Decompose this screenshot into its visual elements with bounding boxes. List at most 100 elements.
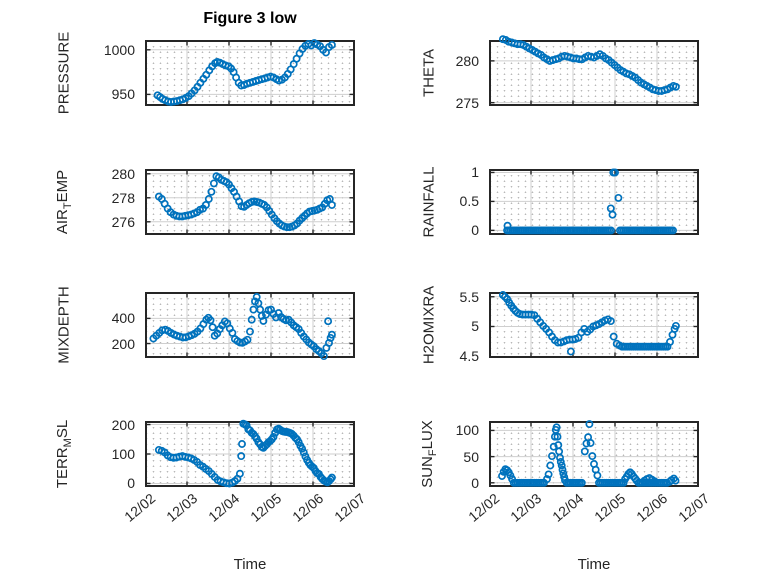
- data-marker: [208, 323, 217, 332]
- plot-canvas: [145, 39, 355, 106]
- xtick-label: 12/07: [331, 490, 369, 525]
- data-marker: [671, 82, 680, 91]
- data-marker: [249, 305, 258, 314]
- data-marker: [243, 335, 252, 344]
- plot-canvas: [489, 168, 699, 235]
- ytick-label-theta: 280: [455, 52, 479, 69]
- y-axis-label-rainfall: RAINFALL: [421, 167, 438, 238]
- y-axis-label-subscript: T: [62, 202, 74, 210]
- plot-canvas: [145, 169, 355, 235]
- y-axis-label-theta: THETA: [421, 49, 438, 97]
- subplot-rainfall: [489, 168, 699, 235]
- y-axis-label-air-temp: AIRTEMP: [54, 170, 74, 234]
- data-marker: [556, 457, 565, 466]
- y-axis-label-terr-msl: TERRMSL: [54, 420, 74, 488]
- y-axis-label-subscript: F: [427, 449, 439, 457]
- x-axis-label-right: Time: [577, 556, 611, 573]
- y-axis-label-text: SL: [54, 419, 71, 439]
- axis-box: [145, 40, 355, 106]
- ytick-label-h2omixra: 5: [471, 318, 479, 335]
- data-marker: [557, 461, 566, 470]
- axis-box: [489, 292, 699, 358]
- ytick-label-air-temp: 280: [111, 165, 135, 182]
- xtick-label: 12/06: [633, 490, 671, 525]
- subplot-sun-flux: [489, 420, 699, 487]
- y-axis-label-text: H2OMIXRA: [420, 285, 438, 365]
- y-axis-label-h2omixra: H2OMIXRA: [421, 286, 438, 364]
- xtick-label: 12/03: [163, 490, 201, 525]
- ytick-label-air-temp: 278: [111, 189, 135, 206]
- ytick-label-h2omixra: 5.5: [459, 288, 479, 305]
- data-marker: [619, 478, 628, 487]
- data-marker: [586, 439, 595, 447]
- data-marker: [540, 478, 548, 487]
- data-marker: [588, 452, 597, 461]
- axis-box: [489, 421, 699, 487]
- ytick-label-rainfall: 0.5: [459, 193, 479, 210]
- data-marker: [566, 347, 575, 356]
- axis-box: [489, 169, 699, 235]
- xtick-label: 12/04: [549, 490, 587, 525]
- xtick-label: 12/03: [507, 490, 545, 525]
- minor-grid-dots: [491, 171, 697, 233]
- data-marker: [546, 461, 555, 470]
- xtick-label: 12/02: [121, 490, 159, 525]
- data-marker: [324, 317, 333, 326]
- data-marker: [558, 465, 567, 474]
- data-marker: [662, 478, 671, 487]
- data-marker: [553, 432, 562, 441]
- subplot-air-temp: [145, 169, 355, 235]
- xtick-label: 12/07: [675, 490, 713, 525]
- subplot-mixdepth: [145, 292, 355, 361]
- data-marker: [235, 469, 244, 478]
- ytick-label-pressure: 950: [111, 86, 135, 103]
- ytick-label-pressure: 1000: [103, 41, 135, 58]
- data-marker: [206, 316, 215, 325]
- ytick-label-sun-flux: 100: [455, 422, 479, 439]
- data-marker: [671, 476, 680, 485]
- y-axis-label-text: TERR: [54, 447, 71, 489]
- xtick-label: 12/02: [465, 490, 503, 525]
- data-marker: [555, 447, 564, 456]
- figure-title: Figure 3 low: [203, 10, 297, 27]
- ytick-label-theta: 275: [455, 94, 479, 111]
- data-marker: [259, 316, 268, 325]
- data-marker: [556, 453, 564, 462]
- data-marker: [283, 223, 291, 232]
- data-marker: [607, 226, 615, 235]
- data-marker: [237, 452, 246, 461]
- data-marker: [238, 440, 246, 448]
- data-marker: [319, 352, 328, 361]
- data-marker: [201, 201, 210, 209]
- data-marker: [544, 470, 553, 479]
- ytick-label-h2omixra: 4.5: [459, 348, 479, 365]
- data-marker: [298, 444, 307, 453]
- data-marker: [577, 478, 586, 487]
- y-axis-label-mixdepth: MIXDEPTH: [56, 286, 73, 364]
- y-axis-label-text: SUN: [419, 456, 436, 488]
- data-marker: [608, 210, 617, 219]
- ytick-label-terr-msl: 200: [111, 416, 135, 433]
- data-marker: [671, 321, 680, 330]
- y-axis-label-text: AIR: [54, 209, 71, 235]
- ytick-label-mixdepth: 200: [111, 335, 135, 352]
- data-marker: [327, 473, 336, 482]
- xtick-label: 12/05: [247, 490, 285, 525]
- axis-box: [489, 40, 699, 106]
- data-marker: [559, 469, 568, 478]
- data-marker: [580, 447, 589, 456]
- subplot-h2omixra: [489, 291, 699, 358]
- y-axis-label-pressure: PRESSURE: [56, 32, 73, 115]
- minor-grid-dots: [147, 294, 353, 356]
- data-marker: [327, 201, 336, 209]
- plot-canvas: [489, 291, 699, 358]
- y-axis-label-text: PRESSURE: [55, 31, 73, 115]
- data-marker: [663, 342, 672, 351]
- data-marker: [552, 423, 561, 432]
- axis-box: [145, 292, 355, 358]
- minor-grid-dots: [147, 42, 353, 104]
- y-axis-label-sun-flux: SUNFLUX: [419, 420, 439, 488]
- data-marker: [614, 193, 623, 202]
- ytick-label-sun-flux: 50: [463, 448, 479, 465]
